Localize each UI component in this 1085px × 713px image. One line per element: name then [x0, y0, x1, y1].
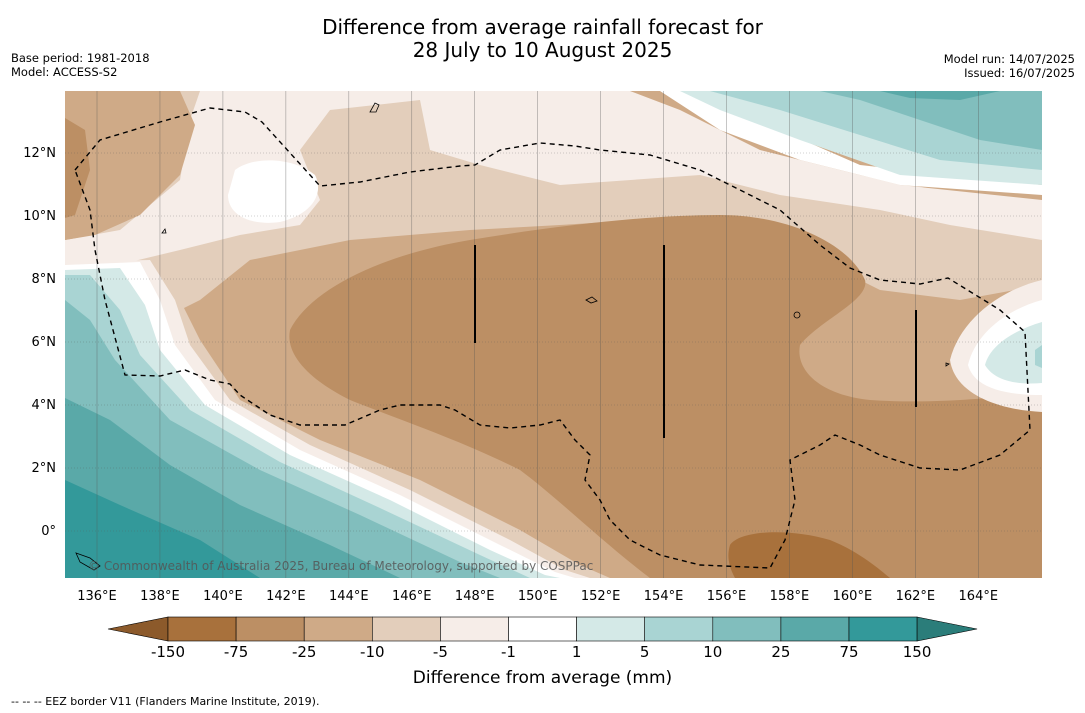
colorbar-tick-label: -10 [360, 643, 385, 661]
lon-tick-label: 154°E [644, 589, 684, 604]
colorbar [107, 616, 978, 642]
lon-tick-label: 162°E [896, 589, 936, 604]
colorbar-tick-label: -25 [291, 643, 317, 661]
colorbar-tick-label: 5 [639, 643, 650, 661]
lon-tick-label: 140°E [203, 589, 243, 604]
colorbar-swatch [440, 616, 509, 642]
colorbar-tick-label: 75 [839, 643, 859, 661]
model-name: Model: ACCESS-S2 [11, 65, 118, 79]
lon-tick-label: 164°E [959, 589, 999, 604]
eez-border [74, 107, 1031, 569]
field-teal-top-3 [820, 91, 1042, 150]
copyright-text: © Commonwealth of Australia 2025, Bureau… [88, 559, 593, 573]
colorbar-tick-label: -5 [432, 643, 448, 661]
lon-tick-label: 156°E [707, 589, 747, 604]
colorbar-tick-label: 10 [703, 643, 723, 661]
lon-tick-label: 146°E [392, 589, 432, 604]
lon-tick-label: 160°E [833, 589, 873, 604]
lat-tick-label: 6°N [32, 335, 57, 350]
lon-tick-label: 150°E [518, 589, 558, 604]
lon-tick-label: 138°E [140, 589, 180, 604]
graticule [65, 91, 1042, 578]
colorbar-swatch [712, 616, 782, 642]
lat-tick-label: 0° [41, 524, 56, 539]
lon-tick-labels: 136°E 138°E 140°E 142°E 144°E 146°E 148°E 150°E… [77, 589, 998, 604]
colorbar-tick-label: -150 [150, 643, 186, 661]
lon-tick-label: 142°E [266, 589, 306, 604]
colorbar-tick-label: 1 [571, 643, 582, 661]
colorbar-swatch [644, 616, 714, 642]
field-strong-dry [728, 532, 890, 578]
colorbar-swatch [576, 616, 645, 642]
model-run: Model run: 14/07/2025 [943, 52, 1075, 66]
lat-tick-label: 4°N [32, 398, 57, 413]
colorbar-title: Difference from average (mm) [412, 668, 673, 688]
colorbar-swatch [508, 616, 577, 642]
map-area: © Commonwealth of Australia 2025, Bureau… [65, 91, 1042, 578]
lon-tick-label: 136°E [77, 589, 117, 604]
field-upper-left-dark [65, 91, 195, 240]
lon-tick-label: 148°E [455, 589, 495, 604]
lat-tick-label: 10°N [23, 209, 56, 224]
field-upper-light [65, 91, 1042, 320]
colorbar-tick-label: 150 [902, 643, 932, 661]
islands [75, 102, 950, 571]
field-white-ridge [660, 91, 1042, 195]
lat-tick-labels: 12°N 10°N 8°N 6°N 4°N 2°N 0° [23, 146, 56, 539]
colorbar-swatch [371, 616, 441, 642]
colorbar-swatch [780, 616, 850, 642]
colorbar-extend-high [916, 616, 978, 642]
field-right-teal [985, 322, 1042, 384]
issued-date: Issued: 16/07/2025 [964, 66, 1075, 80]
colorbar-swatch [303, 616, 373, 642]
lon-tick-label: 152°E [581, 589, 621, 604]
field-lower-left-teal5 [65, 480, 260, 578]
lat-tick-label: 2°N [32, 461, 57, 476]
colorbar-tick-label: 25 [771, 643, 791, 661]
lat-tick-label: 12°N [23, 146, 56, 161]
colorbar-tick-label: -75 [223, 643, 249, 661]
field-teal-top-4 [880, 91, 1000, 100]
base-period: Base period: 1981-2018 [11, 51, 150, 65]
eez-footnote: -- -- -- EEZ border V11 (Flanders Marine… [11, 695, 320, 708]
colorbar-swatch [167, 616, 237, 642]
lon-tick-label: 158°E [770, 589, 810, 604]
colorbar-swatch [848, 616, 918, 642]
field-right-teal-2 [1035, 345, 1042, 368]
colorbar-tick-label: -1 [501, 643, 516, 661]
lon-tick-label: 144°E [329, 589, 369, 604]
field-upper-pale [65, 91, 1042, 268]
lat-tick-label: 8°N [32, 272, 57, 287]
title-line-1: Difference from average rainfall forecas… [322, 15, 763, 39]
title-line-2: 28 July to 10 August 2025 [412, 38, 673, 62]
field-white-blob [228, 160, 319, 223]
field-core-brown [65, 215, 1042, 578]
colorbar-swatch [235, 616, 305, 642]
colorbar-extend-low [107, 616, 169, 642]
